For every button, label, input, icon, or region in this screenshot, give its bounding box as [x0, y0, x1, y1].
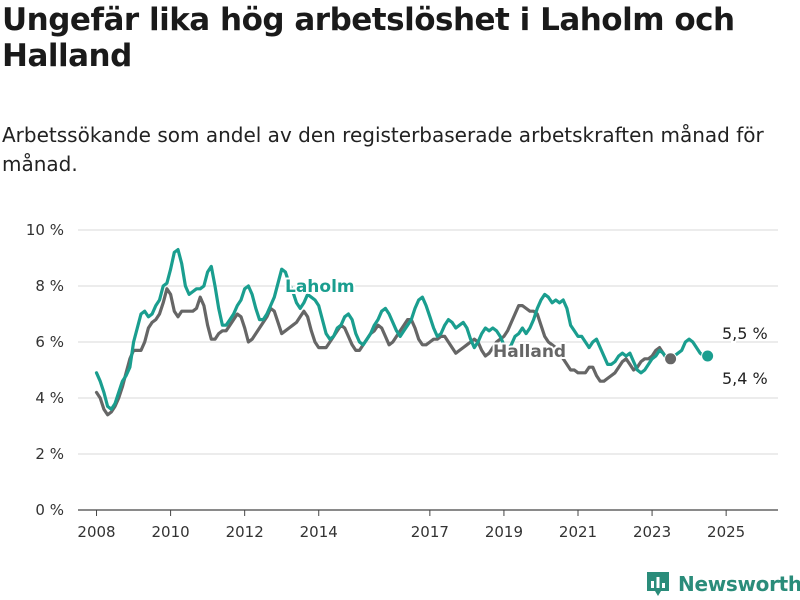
x-tick-label: 2023: [633, 523, 671, 541]
x-tick-label: 2021: [559, 523, 597, 541]
series-label-laholm: Laholm: [285, 277, 355, 297]
x-tick-label: 2017: [411, 523, 449, 541]
bar-chart-logo-icon: [647, 572, 669, 596]
y-tick-label: 6 %: [35, 333, 64, 351]
chart-title: Ungefär lika hög arbetslöshet i Laholm o…: [2, 2, 735, 74]
x-tick-label: 2025: [707, 523, 745, 541]
y-tick-label: 0 %: [35, 501, 64, 519]
end-value-label-halland: 5,4 %: [722, 369, 768, 388]
chart-subtitle: Arbetssökande som andel av den registerb…: [2, 123, 764, 176]
brand-name: Newsworthy: [678, 572, 800, 596]
end-dot-halland: [664, 352, 678, 366]
x-tick-label: 2010: [151, 523, 189, 541]
x-tick-label: 2012: [226, 523, 264, 541]
y-tick-label: 10 %: [26, 221, 64, 239]
x-tick-label: 2014: [300, 523, 338, 541]
series-label-halland: Halland: [493, 342, 566, 362]
y-tick-label: 8 %: [35, 277, 64, 295]
y-tick-label: 4 %: [35, 389, 64, 407]
series-line-halland: [94, 287, 673, 417]
newsworthy-logo: Newsworthy: [646, 571, 800, 597]
x-tick-label: 2019: [485, 523, 523, 541]
series-line-laholm: [94, 248, 710, 411]
y-tick-label: 2 %: [35, 445, 64, 463]
end-dot-laholm: [701, 349, 715, 363]
x-tick-label: 2008: [77, 523, 115, 541]
end-value-label-laholm: 5,5 %: [722, 324, 768, 343]
